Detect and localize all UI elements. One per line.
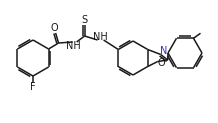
Text: N: N [160,46,167,56]
Text: NH: NH [66,41,81,51]
Text: S: S [82,15,88,25]
Text: F: F [30,82,36,92]
Text: NH: NH [93,32,108,42]
Text: O: O [51,23,58,33]
Text: O: O [158,59,165,69]
